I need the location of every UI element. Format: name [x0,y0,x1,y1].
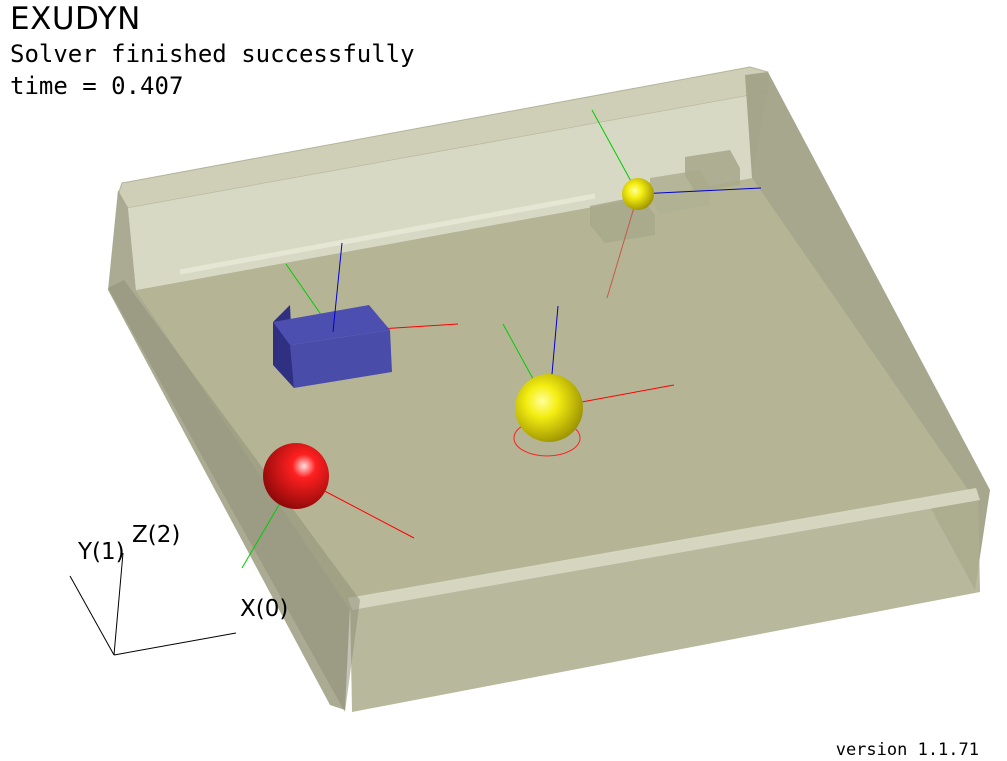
front-wall-top [348,488,980,610]
simulation-time: time = 0.407 [10,72,184,100]
status-overlay: EXUDYN Solver finished successfully time… [10,4,415,106]
front-wall [350,490,980,712]
back-ledge [179,193,596,275]
triad-label-y: Y(1) [77,539,125,565]
version-label: version 1.1.71 [835,740,979,760]
red-sphere [263,443,329,509]
coordinate-triad: X(0) Y(1) Z(2) [69,522,288,656]
yellow-sphere-large [515,374,583,442]
triad-axis-y [113,552,124,656]
app-title: EXUDYN [10,1,141,37]
back-wall-face [128,92,768,290]
yellow-sphere-large-body [502,305,675,457]
cube-axis-z [332,242,343,333]
step-block-3 [685,150,740,192]
triad-label-z: Z(2) [132,522,180,548]
cube-top-face [273,305,390,345]
yellow-sphere-small-body [591,109,762,299]
triad-axis-z [69,575,115,656]
blue-cube [290,330,392,388]
left-wall-edge [108,280,360,712]
triad-axis-x [113,632,237,656]
red-sphere-body [241,443,415,569]
solver-status: Solver finished successfully [10,40,415,68]
yellow-sphere-small [622,178,654,210]
container-box [108,66,990,712]
small-sphere-axis-x [606,193,639,299]
blue-cube-body [273,242,459,388]
small-sphere-axis-z [637,187,762,195]
triad-label-x: X(0) [240,596,288,622]
